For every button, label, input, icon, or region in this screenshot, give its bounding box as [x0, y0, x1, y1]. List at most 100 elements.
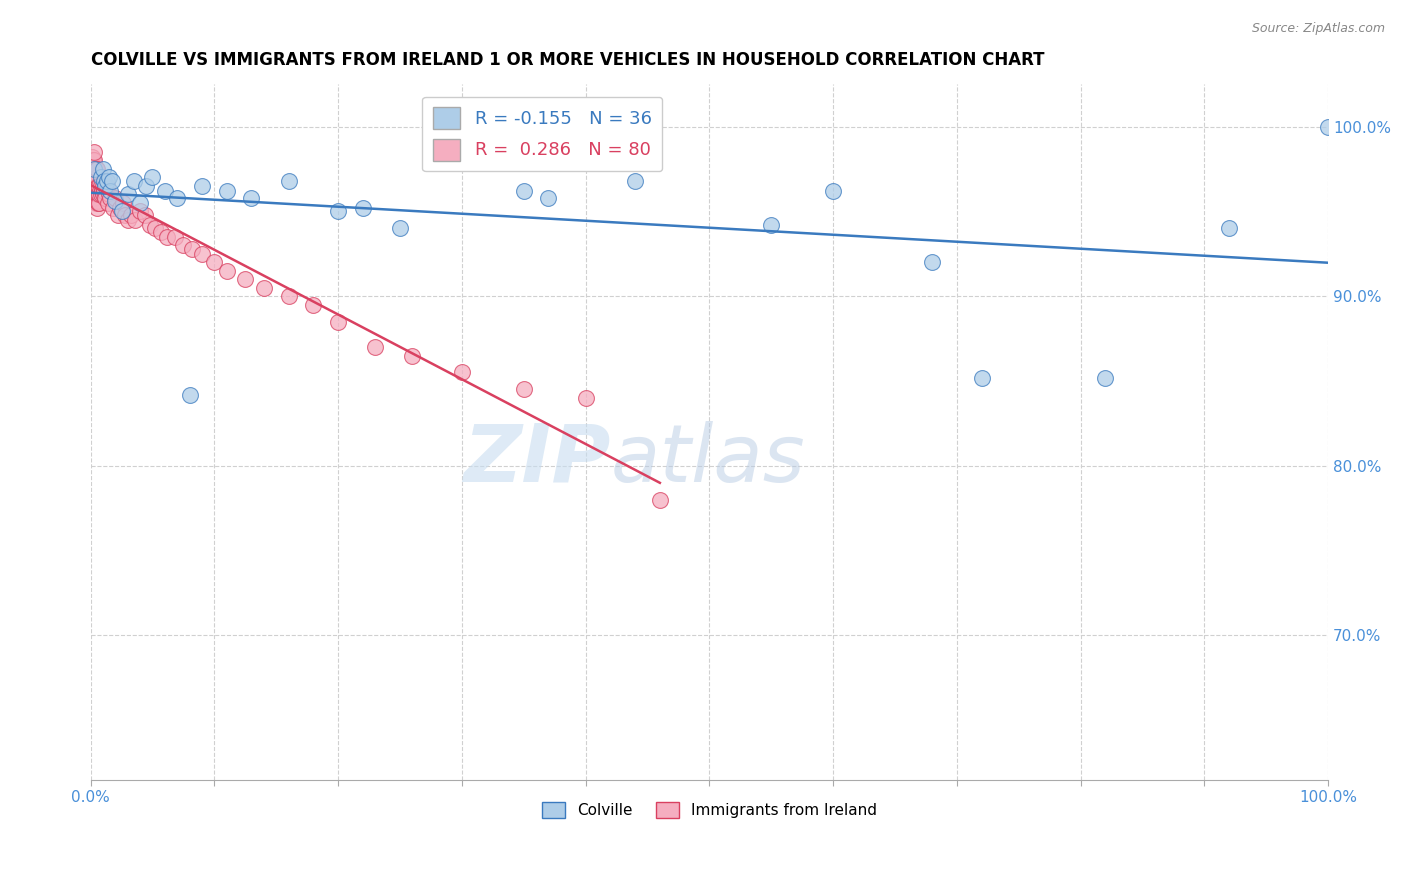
Point [181, 242, 204, 256]
Point [277, 174, 299, 188]
Point [141, 170, 163, 185]
Point [537, 191, 560, 205]
Point [921, 255, 943, 269]
Point [82, 160, 104, 174]
Point [90, 184, 112, 198]
Point [153, 184, 176, 198]
Point [302, 298, 325, 312]
Point [86, 201, 108, 215]
Point [970, 370, 993, 384]
Point [83, 161, 105, 176]
Point [451, 366, 474, 380]
Text: atlas: atlas [610, 421, 806, 499]
Point [150, 225, 173, 239]
Point [83, 174, 105, 188]
Point [277, 289, 299, 303]
Point [83, 178, 105, 193]
Point [166, 191, 188, 205]
Point [89, 195, 111, 210]
Point [117, 212, 139, 227]
Point [120, 208, 142, 222]
Point [98, 170, 121, 185]
Point [179, 387, 201, 401]
Text: ZIP: ZIP [463, 421, 610, 499]
Point [156, 229, 179, 244]
Point [82, 187, 104, 202]
Point [80, 157, 103, 171]
Point [83, 153, 105, 168]
Point [84, 195, 107, 210]
Point [100, 174, 122, 188]
Point [215, 263, 238, 277]
Point [129, 195, 152, 210]
Point [114, 208, 136, 222]
Point [83, 167, 105, 181]
Point [110, 201, 132, 215]
Point [163, 229, 186, 244]
Point [86, 161, 108, 176]
Point [93, 174, 115, 188]
Point [82, 153, 104, 168]
Point [91, 178, 114, 193]
Point [101, 201, 124, 215]
Point [143, 221, 166, 235]
Point [117, 187, 139, 202]
Text: COLVILLE VS IMMIGRANTS FROM IRELAND 1 OR MORE VEHICLES IN HOUSEHOLD CORRELATION : COLVILLE VS IMMIGRANTS FROM IRELAND 1 OR… [90, 51, 1045, 69]
Point [83, 191, 105, 205]
Point [80, 161, 103, 176]
Point [86, 178, 108, 193]
Point [111, 195, 134, 210]
Point [823, 184, 845, 198]
Point [401, 349, 423, 363]
Point [84, 187, 107, 202]
Point [388, 221, 411, 235]
Point [97, 195, 120, 210]
Point [91, 161, 114, 176]
Point [129, 204, 152, 219]
Point [86, 170, 108, 185]
Point [191, 246, 214, 260]
Point [80, 170, 103, 185]
Point [135, 178, 157, 193]
Point [89, 187, 111, 202]
Point [215, 184, 238, 198]
Point [89, 178, 111, 193]
Point [110, 204, 132, 219]
Point [82, 165, 104, 179]
Point [80, 178, 103, 193]
Point [233, 272, 256, 286]
Point [89, 170, 111, 185]
Point [83, 184, 105, 198]
Point [364, 340, 387, 354]
Point [96, 174, 118, 188]
Point [1317, 120, 1340, 134]
Point [122, 174, 145, 188]
Point [648, 492, 671, 507]
Point [94, 191, 117, 205]
Legend: Colville, Immigrants from Ireland: Colville, Immigrants from Ireland [536, 796, 883, 824]
Point [1094, 370, 1116, 384]
Point [575, 391, 598, 405]
Point [513, 383, 536, 397]
Point [761, 218, 783, 232]
Point [96, 178, 118, 193]
Point [84, 161, 107, 176]
Point [107, 208, 129, 222]
Point [124, 212, 146, 227]
Point [89, 178, 111, 193]
Point [100, 191, 122, 205]
Text: Source: ZipAtlas.com: Source: ZipAtlas.com [1251, 22, 1385, 36]
Point [93, 184, 115, 198]
Point [202, 255, 225, 269]
Point [84, 178, 107, 193]
Point [87, 187, 110, 202]
Point [100, 184, 122, 198]
Point [94, 178, 117, 193]
Point [82, 176, 104, 190]
Point [134, 208, 156, 222]
Point [326, 315, 349, 329]
Point [240, 191, 263, 205]
Point [82, 182, 104, 196]
Point [513, 184, 536, 198]
Point [86, 187, 108, 202]
